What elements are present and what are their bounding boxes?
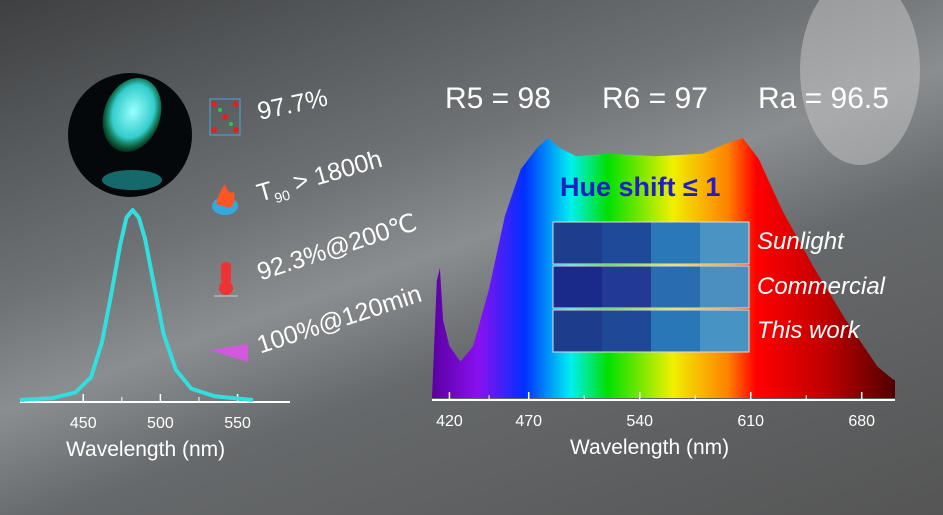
hue-swatch xyxy=(553,310,602,352)
right-tick-label: 540 xyxy=(626,413,653,430)
row-label-commercial: Commercial xyxy=(757,273,886,300)
right-tick-label: 470 xyxy=(515,413,542,430)
row-label-sunlight: Sunlight xyxy=(757,228,844,255)
emission-curve xyxy=(19,208,254,402)
disc-reflection xyxy=(102,170,162,190)
crystal-structure-icon xyxy=(209,98,241,136)
row-label-this-work: This work xyxy=(757,317,860,344)
swatch-row-border xyxy=(552,221,750,265)
left-tick-label: 450 xyxy=(70,415,97,432)
hue-swatch xyxy=(700,266,749,308)
lamp-end xyxy=(800,0,920,165)
hue-swatch xyxy=(651,266,700,308)
left-tick-label: 550 xyxy=(224,415,251,432)
hue-swatch xyxy=(700,222,749,264)
swatch-row-border xyxy=(552,309,750,353)
swatch-row-border xyxy=(552,265,750,309)
hue-swatch xyxy=(553,266,602,308)
fire-water-icon xyxy=(212,184,238,215)
hue-swatch xyxy=(602,266,651,308)
right-tick-label: 680 xyxy=(848,413,875,430)
r6-value: R6 = 97 xyxy=(602,82,708,115)
right-x-axis-label: Wavelength (nm) xyxy=(570,436,730,459)
hue-swatch xyxy=(651,310,700,352)
r5-value: R5 = 98 xyxy=(445,82,551,115)
ra-value: Ra = 96.5 xyxy=(758,82,889,115)
hue-swatch xyxy=(602,222,651,264)
right-tick-label: 610 xyxy=(737,413,764,430)
emission-chart: 450 500 550 xyxy=(19,208,290,432)
hue-swatch xyxy=(651,222,700,264)
hue-swatch xyxy=(700,310,749,352)
left-tick-label: 500 xyxy=(147,415,174,432)
glowing-disc xyxy=(102,78,162,152)
hue-swatch xyxy=(602,310,651,352)
thermometer-icon xyxy=(214,262,238,297)
hue-swatches xyxy=(552,221,750,353)
hue-shift-title: Hue shift ≤ 1 xyxy=(560,172,721,202)
hue-swatch xyxy=(553,222,602,264)
uv-light-icon xyxy=(210,344,248,362)
left-x-axis-label: Wavelength (nm) xyxy=(66,438,226,461)
right-tick-label: 420 xyxy=(436,413,463,430)
